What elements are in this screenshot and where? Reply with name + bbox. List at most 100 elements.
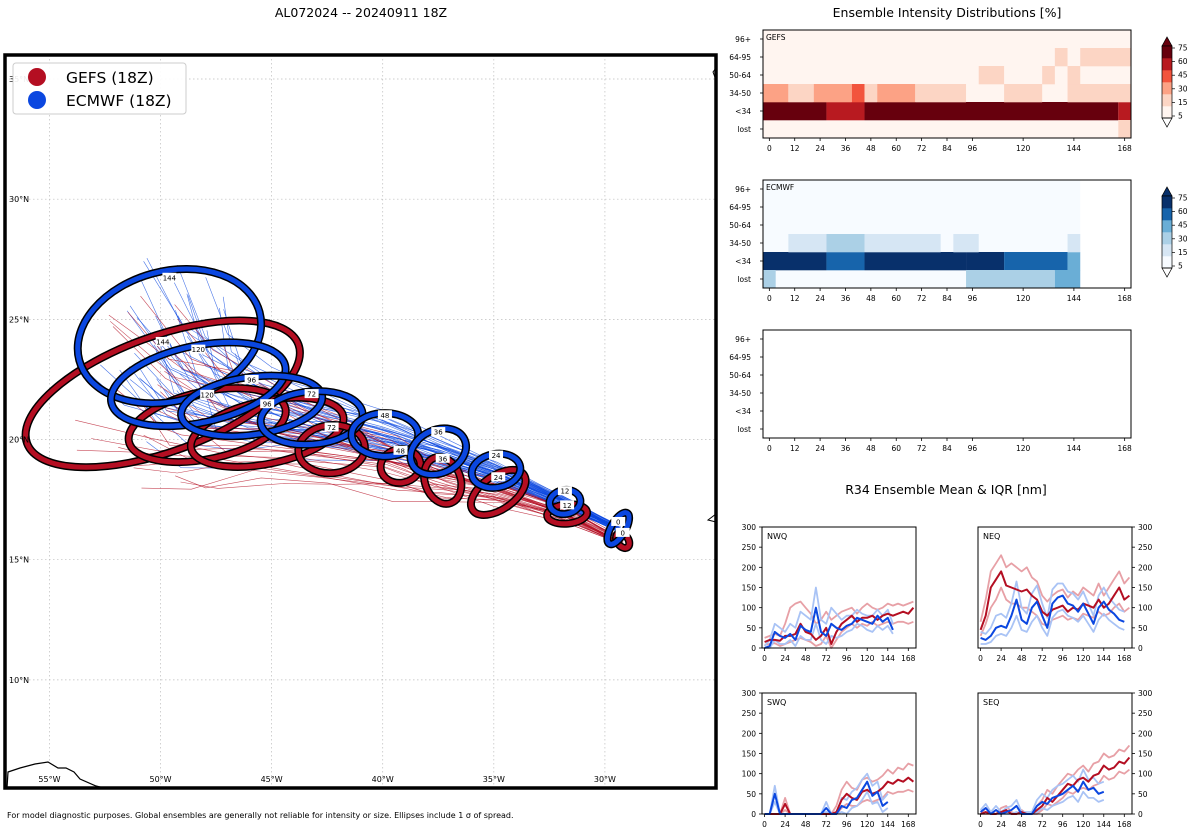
r34-y-tick-label: 150 [1138,584,1153,593]
ecmwf-hour-label: 12 [557,486,572,496]
r34-x-tick-label: 24 [780,654,790,663]
colorbar-tick-label: 30 [1178,84,1188,93]
r34-x-tick-label: 0 [762,654,767,663]
empty-intensity-heatmap: lost <34 34-50 50-64 64-95 96+ 0 12 24 36 48 60 72 84… [729,329,1132,453]
x-tick-label: 96 [968,444,978,453]
gefs-hour-label-bg [491,472,506,482]
r34-x-tick-label: 24 [996,820,1006,829]
gefs-hour-label: 12 [560,500,575,510]
r34-panel-name: SWQ [767,698,786,707]
ensemble-member-track [186,293,622,527]
r34-panel-swq: SWQ 0 24 48 72 96 120 144 168 0 50 100 150 200 250 300 [742,689,917,829]
x-tick-label: 60 [891,444,901,453]
colorbar-segment [1162,220,1172,233]
x-tick-label: 12 [790,294,800,303]
colorbar-segment [1162,256,1172,269]
gefs-ellipse-ring [23,318,303,470]
x-tick-label: 168 [1117,144,1132,153]
x-tick-label: 0 [767,444,772,453]
gefs-hour-label-text: 0 [620,529,624,537]
heatmap-cell [1054,48,1068,67]
x-tick-label: 48 [866,444,876,453]
ecmwf-hour-label-bg [611,516,626,526]
r34-y-tick-label: 150 [1138,750,1153,759]
heatmap-cell [851,84,865,103]
ecmwf-hour-label-text: 12 [560,488,569,496]
gefs-hour-label-text: 144 [156,338,170,346]
ecmwf-hour-label-text: 120 [192,346,205,354]
r34-x-tick-label: 24 [780,820,790,829]
x-tick-label: 168 [1117,444,1132,453]
row-label: 64-95 [729,203,751,212]
r34-x-tick-label: 48 [1017,654,1027,663]
colorbar-tick-label: 5 [1178,112,1183,121]
heatmap-cell [788,234,827,253]
row-label: 50-64 [729,221,751,230]
row-label: lost [737,425,751,434]
gefs-intensity-heatmap: GEFS lost <34 34-50 50-64 64-95 96+ 0 12 24 36 48 60… [729,29,1132,153]
gefs-hour-label: 72 [324,422,339,432]
gefs-hour-label: 120 [200,389,215,399]
heatmap-cell [864,84,878,103]
r34-x-tick-label: 120 [1076,654,1091,663]
r34-x-tick-label: 168 [1117,654,1132,663]
x-tick-label: 60 [891,144,901,153]
r34-panel-background [762,693,916,814]
ensemble-member-track [108,314,620,539]
ecmwf-hour-label: 24 [489,450,504,460]
colorbar-tick-label: 15 [1178,98,1188,107]
gefs-ellipse [21,316,304,472]
r34-x-tick-label: 144 [881,820,896,829]
ensemble-member-track [174,282,619,527]
r34-x-tick-label: 0 [978,654,983,663]
r34-y-tick-label: 250 [742,709,757,718]
colorbar-tick-label: 60 [1178,207,1188,216]
r34-y-tick-label: 250 [1138,543,1153,552]
r34-x-tick-label: 168 [1117,820,1132,829]
ecmwf-hour-label-bg [377,410,392,420]
heatmap-cell [813,84,852,103]
heatmap-cell [1067,66,1081,85]
colorbar-tick-label: 5 [1178,262,1183,271]
colorbar-tick-label: 60 [1178,57,1188,66]
colorbar-segment [1162,58,1172,71]
x-tick-label: 12 [790,144,800,153]
row-label: <34 [735,257,751,266]
r34-x-tick-label: 48 [1017,820,1027,829]
ecmwf-hour-label: 72 [304,389,319,399]
x-tick-label: 48 [866,144,876,153]
colorbar-tick-label: 30 [1178,234,1188,243]
ecmwf-hour-label-text: 36 [434,429,443,437]
heatmap-cell [864,234,941,253]
gefs-hour-label-bg [560,500,575,510]
gefs-hour-label-bg [200,389,215,399]
x-tick-label: 96 [968,144,978,153]
colorbar-frame [1161,45,1173,119]
colorbar-extend-top [1161,186,1173,197]
ecmwf-mean-line [980,594,1125,641]
heatmap-cell [978,66,1005,85]
gefs-hour-label: 96 [260,399,275,409]
r34-x-tick-label: 96 [842,820,852,829]
ecmwf-hour-label: 144 [162,272,177,282]
lat-tick-label: 20°N [9,436,29,445]
gefs-hour-label-text: 24 [494,474,503,482]
r34-y-tick-label: 50 [1138,624,1148,633]
heatmap-cell [1004,84,1043,103]
ecmwf-ellipse-ring [108,339,289,429]
row-label: 96+ [735,185,751,194]
r34-y-tick-label: 150 [742,584,757,593]
gefs-ellipse [467,465,530,519]
colorbar-extend-bottom [1161,117,1173,128]
lon-tick-label: 45°W [261,775,283,784]
x-tick-label: 36 [841,444,851,453]
gefs-hour-label-bg [260,399,275,409]
ecmwf-hour-label-text: 0 [616,518,620,526]
x-tick-label: 24 [815,144,825,153]
r34-y-tick-label: 100 [742,604,757,613]
forecast-hour-labels: 0 12 24 36 48 72 96 120 144 0 12 24 36 48 72 96 120 144 [155,272,630,537]
ecmwf-hour-label-bg [489,450,504,460]
ecmwf-ellipse [107,338,290,431]
